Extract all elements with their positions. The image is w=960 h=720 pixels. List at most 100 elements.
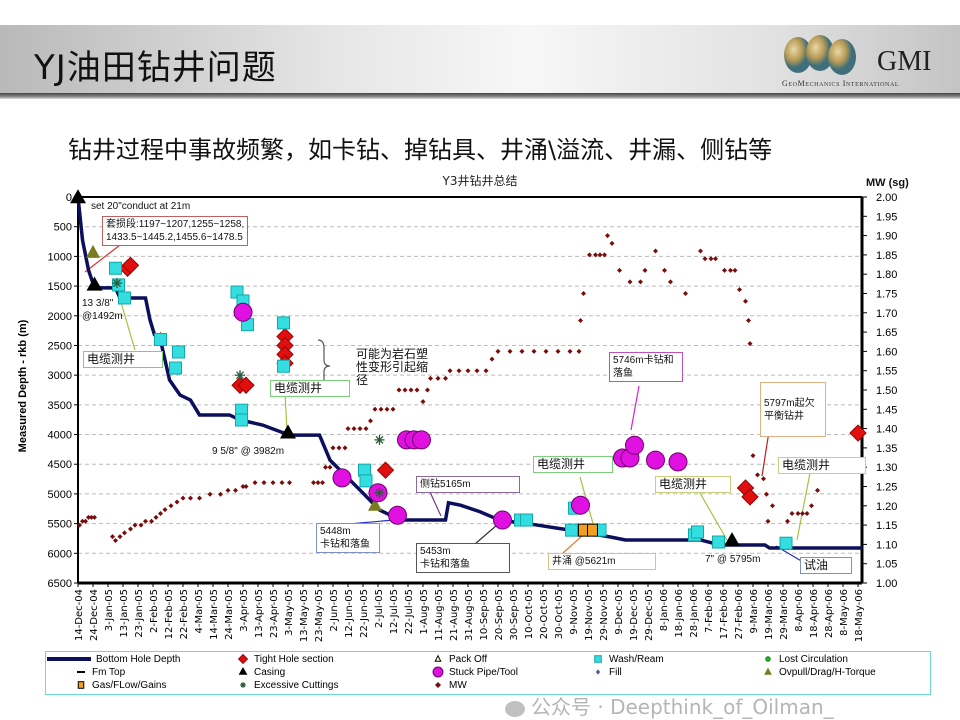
cuttings-stroke [375,488,384,497]
legend-label: Gas/FLow/Gains [92,679,167,691]
overpull-marker [368,497,382,511]
y2-tick-label: 1.90 [876,231,897,243]
mw-point [218,491,223,497]
mw-point [336,445,342,451]
cuttings-legend-icon [240,682,246,688]
x-tick-label: 14-Dec-04 [74,589,85,641]
mw-point [323,464,328,470]
cuttings-stroke [240,682,246,688]
legend-label: Tight Hole section [254,653,334,665]
stuck-pipe-marker [388,505,407,525]
annotation-logging: 电缆测井 [533,456,613,473]
mw-point [555,348,561,354]
fmtop-legend-icon [77,671,85,673]
y2-tick-label: 1.10 [876,539,897,551]
y2-tick-label: 1.45 [876,404,897,416]
wash-ream-marker [565,523,578,537]
x-tick-label: 12-Feb-05 [164,589,175,639]
mw-point [576,348,582,354]
tight-hole-marker [237,376,255,394]
mw-point [188,495,193,501]
cuttings-marker [240,682,246,688]
y2-tick-label: 1.50 [876,385,897,397]
mw-point [180,495,186,501]
mw-point [92,514,97,520]
mw-point [384,406,390,412]
mw-point [327,464,333,470]
x-tick-label: 30-Sep-05 [509,589,520,641]
y-tick-label: 2000 [48,311,72,323]
x-tick-label: 31-Aug-05 [464,589,475,641]
stuck-pipe-marker [571,495,590,515]
annotation-line: 5453m [420,546,451,557]
mw-point [795,511,801,517]
x-tick-label: 18-Jan-06 [674,589,685,638]
legend-label: MW [449,679,467,691]
x-tick-label: 2-Feb-05 [149,589,160,633]
y-tick-label: 0 [66,192,72,204]
cuttings-marker [235,370,245,381]
y-tick-label: 3500 [48,400,72,412]
y2-tick-label: 1.25 [876,482,897,494]
x-tick-label: 2-Jul-05 [374,589,385,628]
y2-tick-label: 1.60 [876,346,897,358]
logo-subtext: GeoMechanics International [782,79,900,88]
mw-point [747,341,753,347]
annotation-line: 卡钻和落鱼 [420,559,470,570]
y-tick-label: 4000 [48,430,72,442]
legend-item: Casing [236,666,285,678]
legend-item: Bottom Hole Depth [46,653,181,665]
x-tick-label: 7-Feb-06 [704,589,715,633]
mw-point [489,356,495,362]
mw-point [143,518,148,524]
y-tick-label: 4500 [48,459,72,471]
legend-label: Lost Circulation [779,653,848,665]
mw-point [311,480,316,486]
y-tick-label: 1500 [48,281,72,293]
mw-point [474,368,480,374]
casing-marker [724,532,740,547]
x-tick-label: 9-Dec-05 [614,589,625,635]
annotation-sidetrack: 侧钻5165m [416,476,520,493]
bhd-marker [47,657,91,661]
mw-point [483,368,489,374]
y-tick-label: 3000 [48,370,72,382]
stuck-pipe-marker [432,666,444,678]
lost-circulation-marker [765,656,771,662]
x-tick-label: 23-May-05 [314,589,325,642]
leader-arrow [429,491,442,517]
y2-tick-label: 1.30 [876,462,897,474]
mw-point [800,511,805,517]
y2-tick-label: 1.70 [876,308,897,320]
x-tick-label: 22-Jun-05 [359,589,370,638]
x-tick-label: 13-Apr-05 [254,589,265,638]
annotation-line: 5746m卡钻和 [613,355,674,366]
mw-point [587,252,592,258]
legend-item: Tight Hole section [236,653,334,665]
annotation-stuck-5453: 5453m 卡钻和落鱼 [416,543,510,573]
packoff-legend-icon [434,654,442,662]
x-tick-label: 21-Aug-05 [449,589,460,641]
mw-marker [435,682,441,688]
mw-point [89,514,94,520]
wash-ream-marker [118,291,131,305]
mw-point [702,256,708,262]
mw-point [593,252,598,258]
mw-point [320,480,325,486]
wash-ream-marker [594,655,602,663]
wash-ream-marker [779,536,793,550]
mw-point [132,522,138,528]
x-tick-label: 4-Mar-05 [194,589,205,634]
tight-legend-icon [237,653,249,665]
mw-point [617,267,622,273]
wash-ream-marker [169,361,182,375]
mw-point [197,495,202,501]
y2-axis-label: MW (sg) [866,177,909,189]
mw-point [765,518,771,524]
mw-point [668,279,673,285]
legend-label: Fm Top [92,666,126,678]
mw-point [737,287,742,293]
cuttings-stroke [113,279,121,288]
x-tick-label: 9-Mar-06 [749,589,760,634]
annotation-casing-7: 7" @ 5795m [705,554,761,565]
